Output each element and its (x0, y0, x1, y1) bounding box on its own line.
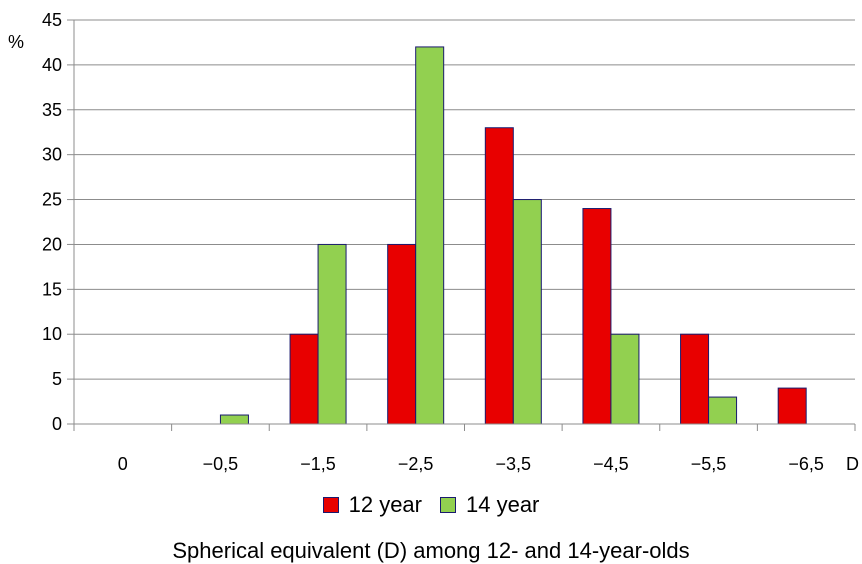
bar-14-year-2 (317, 243, 347, 425)
legend-item-14-year: 14 year (440, 492, 539, 518)
y-tick-label: 40 (42, 55, 62, 75)
legend-swatch-12-year (322, 497, 339, 513)
axes: 0 5 10 15 20 25 30 35 40 45 0 −0,5 −1,5 −2,5 −3,5 −4,5 −… (42, 10, 856, 474)
bar-14-year-6 (708, 396, 738, 425)
x-tick-label: −6,5 (788, 454, 824, 474)
y-tick-label: 10 (42, 324, 62, 344)
bar-12-year-2 (289, 333, 319, 425)
y-tick-label: 25 (42, 190, 62, 210)
x-tick-label: −2,5 (398, 454, 434, 474)
y-tick-label: 5 (52, 369, 62, 389)
bar-12-year-3 (387, 243, 417, 425)
y-tick-label: 45 (42, 10, 62, 30)
bar-14-year-3 (415, 46, 445, 425)
bar-12-year-6 (680, 333, 710, 425)
x-tick-label: 0 (118, 454, 128, 474)
legend-swatch-14-year (440, 497, 456, 513)
chart-title: Spherical equivalent (D) among 12- and 1… (172, 538, 690, 563)
legend-label-14-year: 14 year (466, 492, 540, 517)
bar-14-year-5 (610, 333, 640, 425)
legend: 12 year 14 year (0, 490, 862, 520)
x-axis-label: D (846, 454, 859, 474)
y-tick-label: 30 (42, 145, 62, 165)
legend-item-12-year: 12 year (322, 492, 422, 518)
x-tick-label: −1,5 (300, 454, 336, 474)
x-tick-label: −0,5 (203, 454, 239, 474)
y-tick-label: 35 (42, 100, 62, 120)
bar-chart: 0 5 10 15 20 25 30 35 40 45 0 −0,5 −1,5 −2,5 −3,5 −4,5 −… (8, 10, 859, 474)
legend-label-12-year: 12 year (348, 492, 422, 517)
x-tick-label: −5,5 (691, 454, 727, 474)
y-axis-label: % (8, 32, 24, 52)
bars (219, 46, 807, 425)
bar-14-year-4 (512, 199, 542, 425)
bar-14-year-1 (219, 414, 249, 425)
bar-12-year-5 (582, 208, 612, 425)
y-tick-label: 20 (42, 234, 62, 254)
bar-12-year-7 (777, 387, 807, 425)
y-tick-label: 0 (52, 414, 62, 434)
bar-12-year-4 (484, 127, 514, 425)
gridlines (74, 19, 855, 380)
y-tick-label: 15 (42, 279, 62, 299)
x-tick-label: −3,5 (496, 454, 532, 474)
x-tick-label: −4,5 (593, 454, 629, 474)
